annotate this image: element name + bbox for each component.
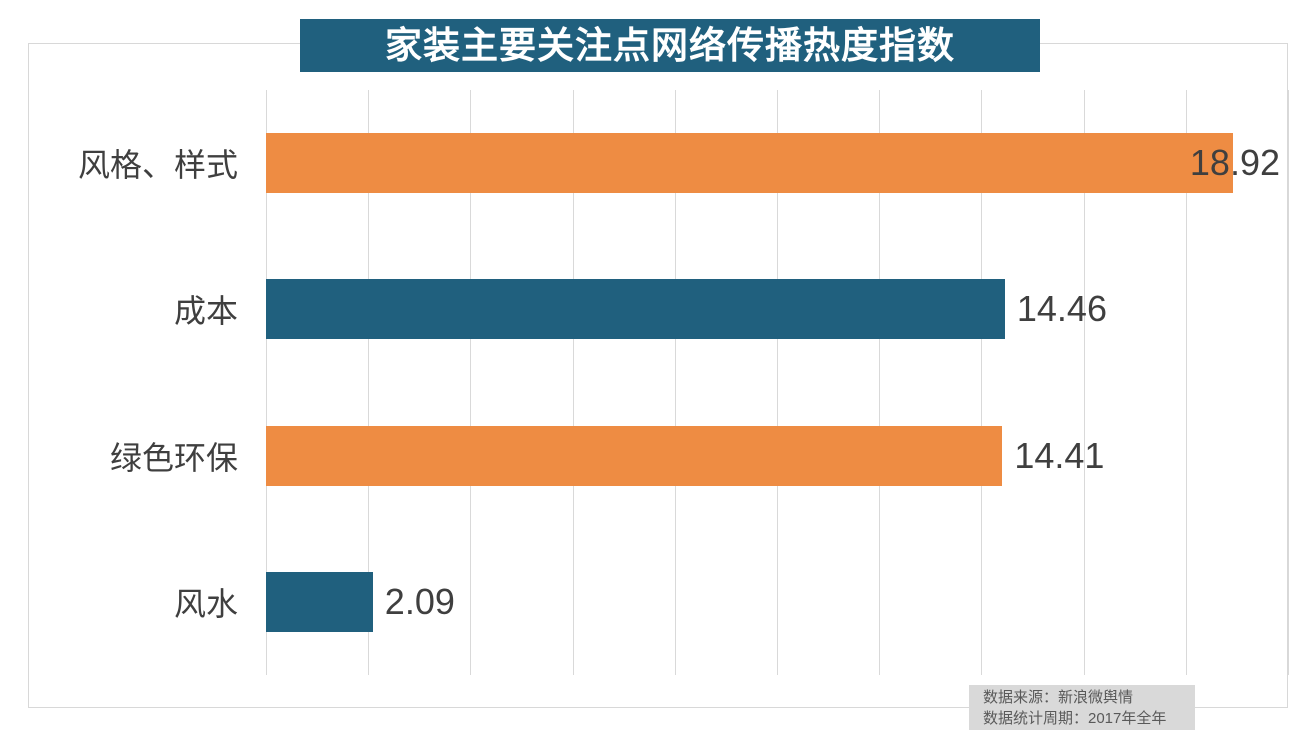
gridline (1288, 90, 1289, 675)
category-label: 风格、样式 (77, 147, 238, 184)
plot-area (266, 90, 1289, 675)
gridline (1185, 90, 1187, 675)
source-line-2: 数据统计周期：2017年全年 (983, 710, 1167, 727)
source-line-1: 数据来源：新浪微舆情 (983, 689, 1134, 706)
bar-row: 绿色环保 14.41 (28, 383, 1288, 529)
bar (266, 279, 1005, 340)
gridline (368, 90, 370, 675)
category-label: 风水 (173, 585, 238, 622)
gridline (572, 90, 574, 675)
gridline (470, 90, 472, 675)
value-label: 14.46 (1016, 288, 1107, 330)
value-label: 2.09 (384, 580, 455, 622)
bar-row: 风格、样式 18.92 (28, 90, 1288, 236)
bar-rows: 风格、样式 18.92 成本 14.46 绿色环保 14.41 风水 2.09 (28, 90, 1288, 675)
chart-title: 家装主要关注点网络传播热度指数 (300, 19, 1040, 72)
value-label: 18.92 (1189, 142, 1280, 184)
bar (266, 133, 1233, 194)
category-label: 成本 (173, 293, 238, 330)
bar-row: 风水 2.09 (28, 529, 1288, 675)
value-label: 14.41 (1014, 434, 1105, 476)
gridline (777, 90, 778, 675)
gridline (674, 90, 676, 675)
gridline (879, 90, 881, 675)
category-label: 绿色环保 (109, 439, 238, 476)
gridline (981, 90, 983, 675)
source-note: 数据来源：新浪微舆情 数据统计周期：2017年全年 (969, 685, 1195, 730)
bar (266, 425, 1003, 486)
bar (266, 571, 373, 632)
gridline (266, 90, 267, 675)
gridline (1083, 90, 1085, 675)
bar-row: 成本 14.46 (28, 236, 1288, 382)
